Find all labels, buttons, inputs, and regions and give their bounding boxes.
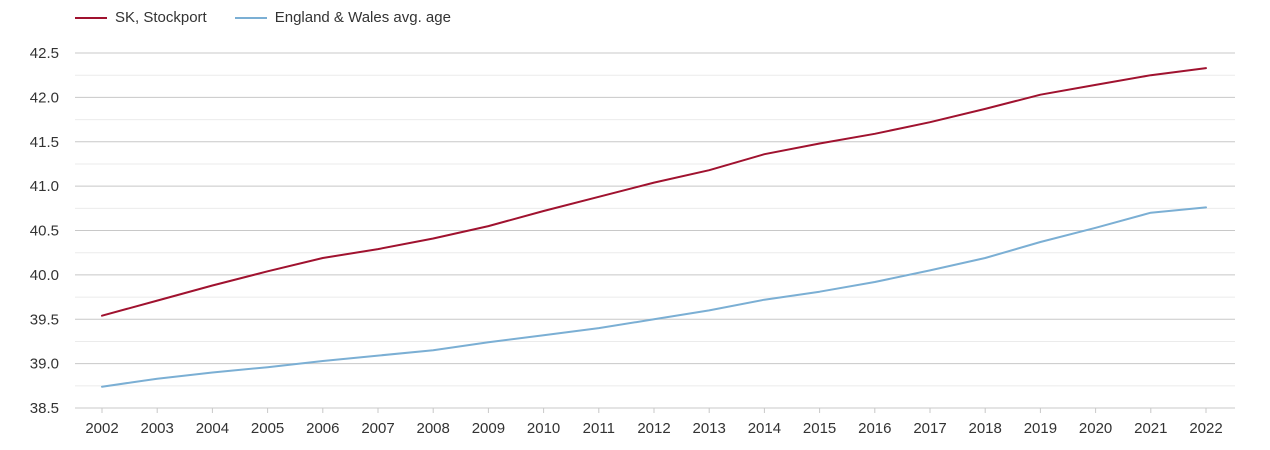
x-tick-label: 2012 [637,420,670,437]
legend-label-stockport: SK, Stockport [115,9,207,26]
x-tick-label: 2017 [913,420,946,437]
series-line-0[interactable] [101,67,1207,317]
x-tick-label: 2003 [141,420,174,437]
x-tick-label: 2009 [472,420,505,437]
x-tick-label: 2008 [417,420,450,437]
legend-item-england-wales[interactable]: England & Wales avg. age [234,9,451,26]
legend-item-stockport[interactable]: SK, Stockport [75,9,207,26]
y-tick-label: 42.5 [30,45,59,62]
x-tick-label: 2010 [527,420,560,437]
legend-swatch-england-wales [234,16,267,19]
legend-swatch-stockport [75,16,107,19]
y-tick-label: 42.0 [30,89,59,106]
legend-label-england-wales: England & Wales avg. age [274,9,451,26]
series-lines [101,67,1207,388]
y-tick-label: 40.0 [30,267,59,284]
x-tick-label: 2004 [196,420,229,437]
x-tick-label: 2022 [1189,420,1222,437]
x-tick-label: 2007 [361,420,394,437]
y-tick-label: 39.5 [30,311,59,328]
gridlines [75,52,1235,409]
x-tick-label: 2006 [306,420,339,437]
y-axis: 38.5 39.0 39.5 40.0 40.5 41.0 41.5 42.0 42.5 [30,45,59,417]
x-axis: 2002 2003 2004 2005 2006 2007 2008 2009 2010 2011… [85,408,1223,437]
x-tick-label: 2021 [1134,420,1167,437]
x-tick-label: 2015 [803,420,836,437]
x-tick-label: 2002 [85,420,118,437]
y-tick-label: 40.5 [30,223,59,240]
y-tick-label: 41.5 [30,134,59,151]
x-tick-label: 2014 [748,420,781,437]
x-tick-label: 2011 [583,420,615,437]
y-tick-label: 39.0 [30,356,59,373]
x-tick-label: 2018 [969,420,1002,437]
x-tick-label: 2020 [1079,420,1112,437]
x-tick-label: 2016 [858,420,891,437]
x-tick-label: 2005 [251,420,284,437]
series-line-1[interactable] [101,206,1207,388]
y-tick-label: 41.0 [30,178,59,195]
x-tick-label: 2019 [1024,420,1057,437]
y-tick-label: 38.5 [30,400,59,417]
legend: SK, Stockport England & Wales avg. age [75,9,451,26]
x-tick-label: 2013 [693,420,726,437]
